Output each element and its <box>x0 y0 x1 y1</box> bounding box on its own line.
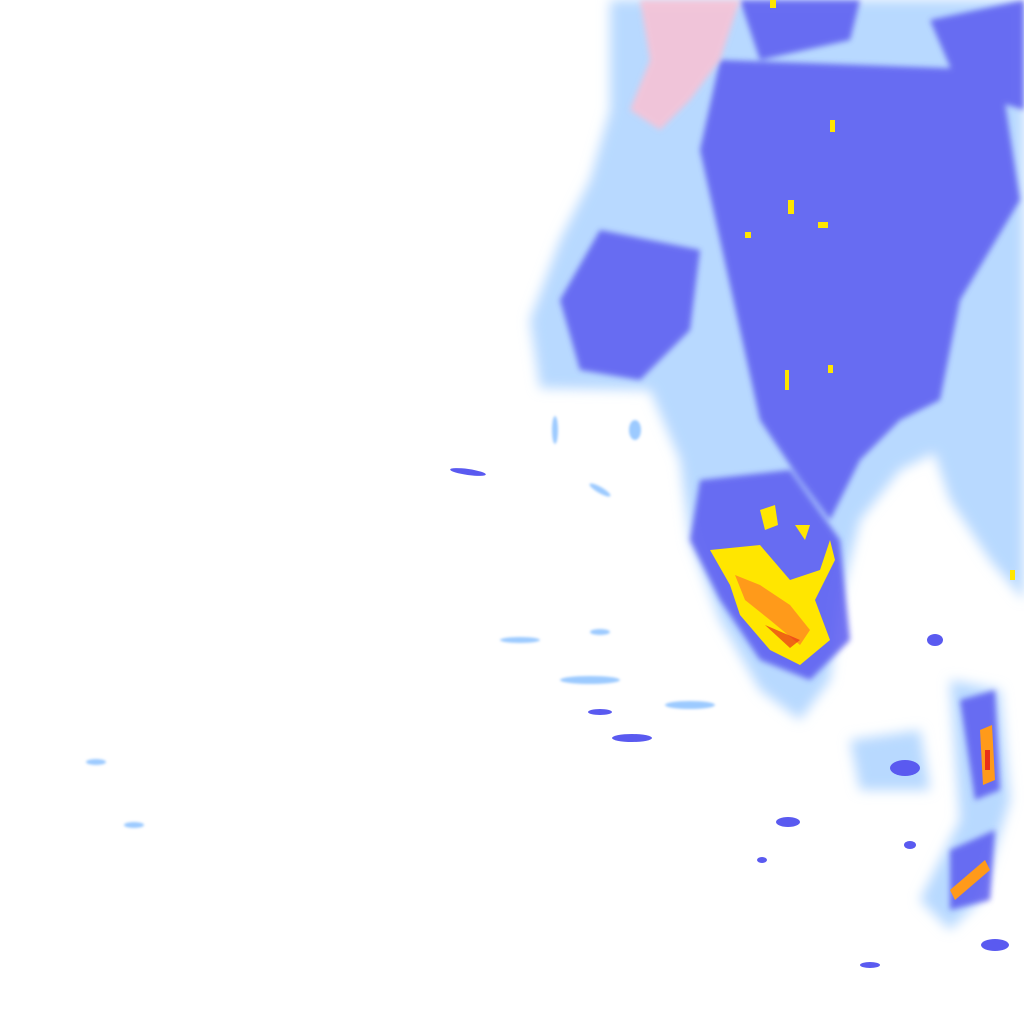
mixed-precip-area <box>630 0 740 130</box>
intense-precip-core <box>710 0 1015 900</box>
light-streaks <box>86 416 715 828</box>
scattered-cells <box>450 468 1009 968</box>
